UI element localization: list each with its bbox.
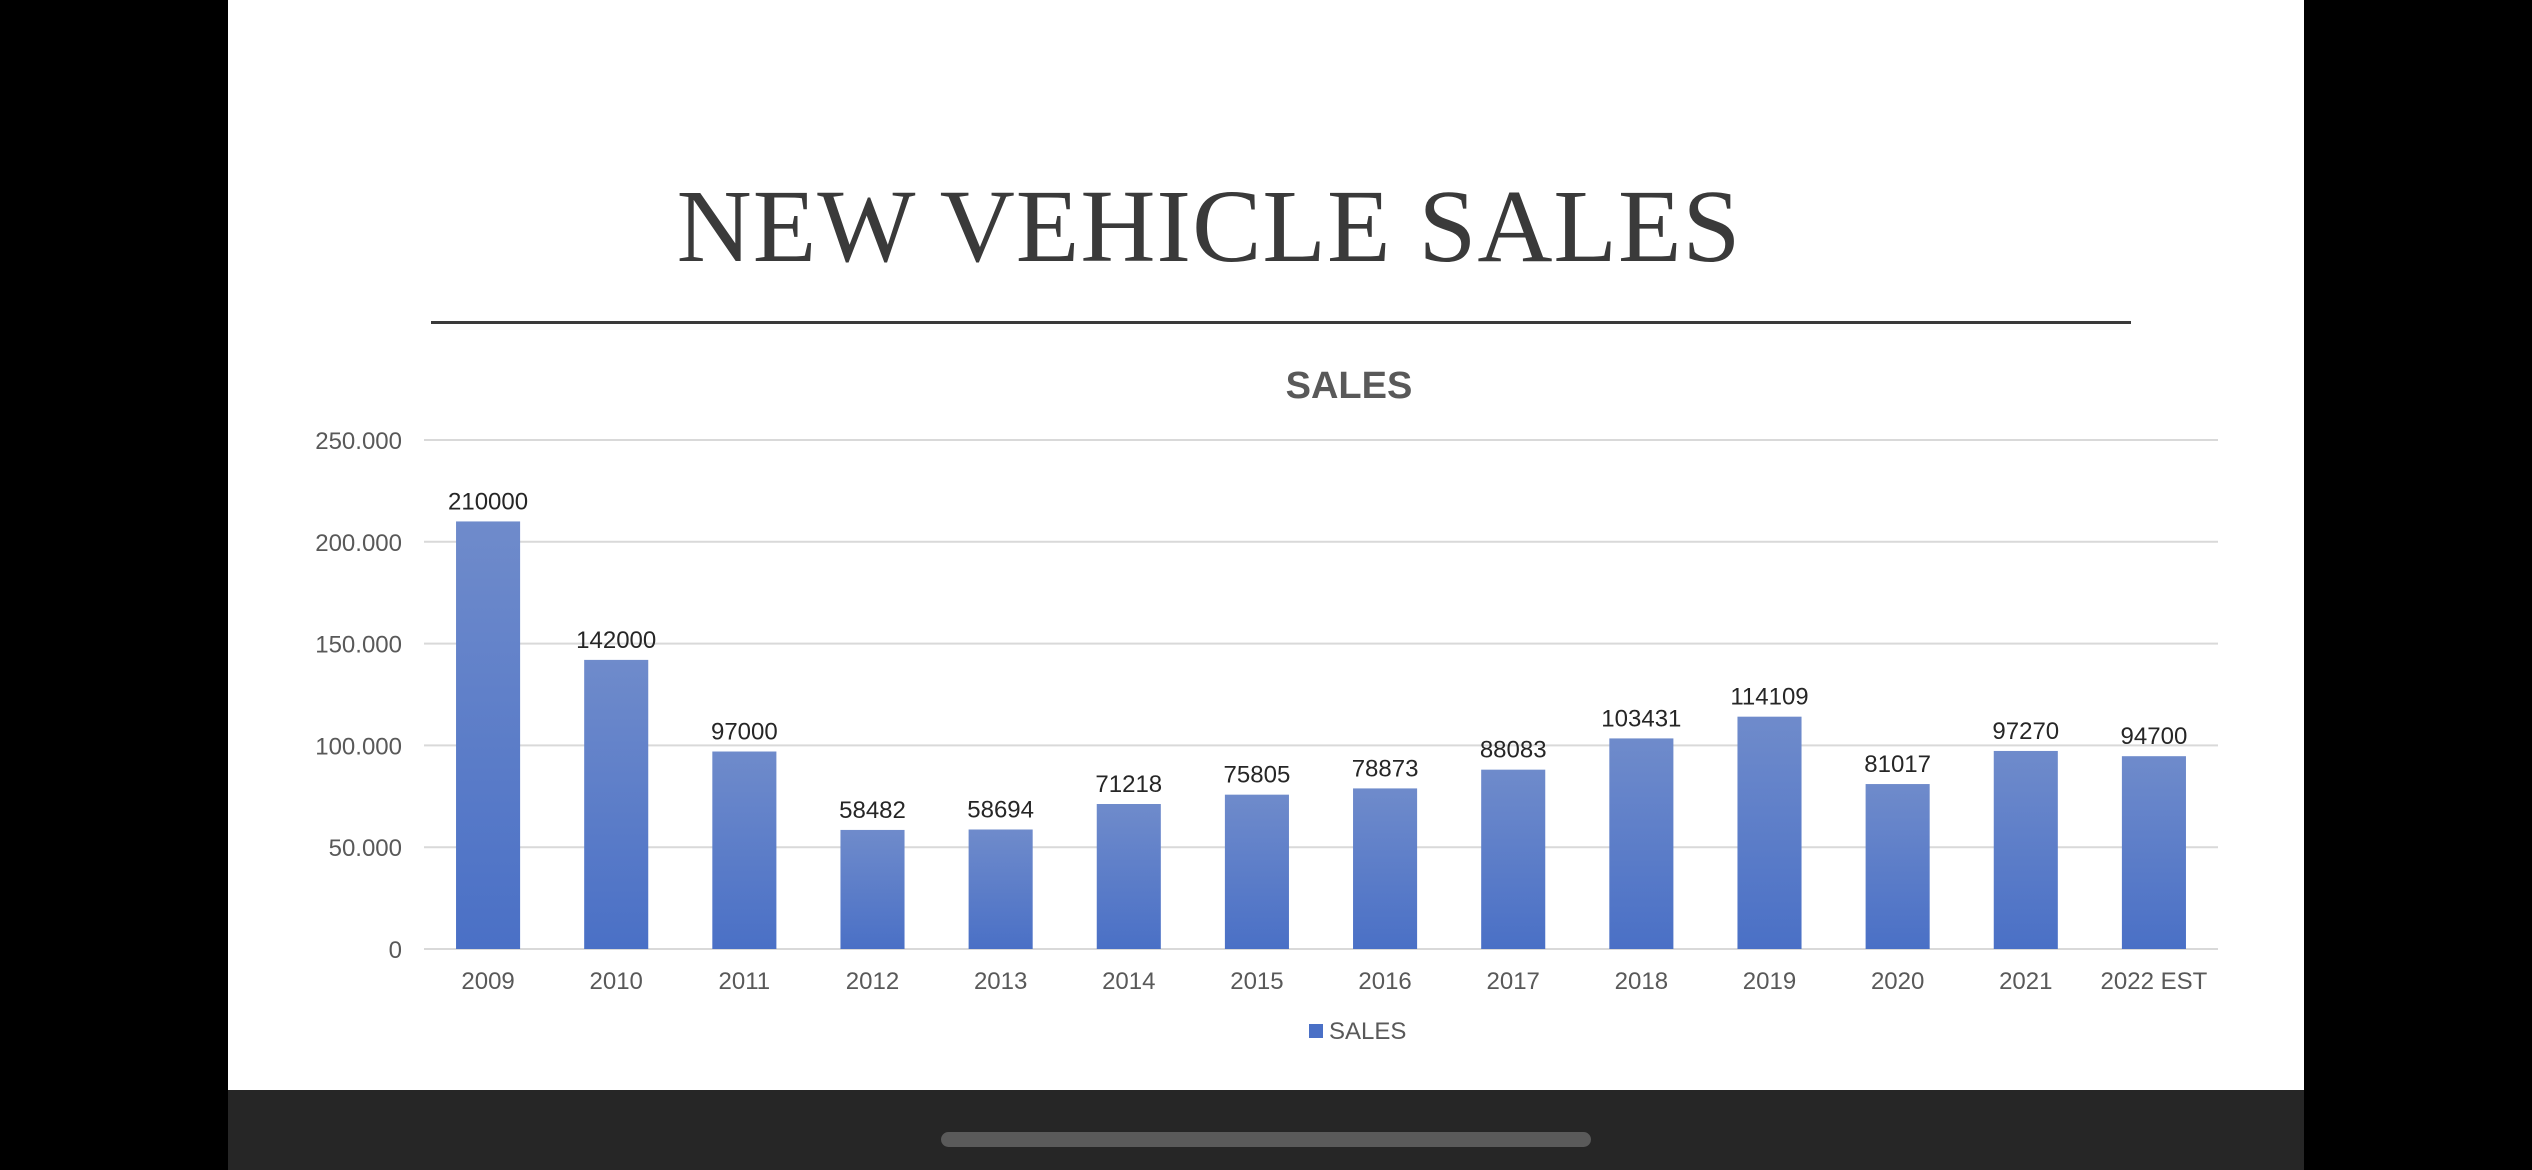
y-tick-label: 50.000 <box>329 835 402 862</box>
x-tick-label: 2022 EST <box>2101 968 2208 995</box>
x-tick-label: 2011 <box>719 968 771 995</box>
title-divider <box>431 321 2131 324</box>
y-tick-label: 0 <box>389 937 402 964</box>
x-tick-label: 2015 <box>1230 968 1283 995</box>
y-tick-label: 200.000 <box>315 530 402 557</box>
legend-label: SALES <box>1329 1018 1406 1045</box>
data-label: 58694 <box>967 796 1034 823</box>
y-tick-label: 150.000 <box>315 632 402 659</box>
x-tick-label: 2013 <box>974 968 1027 995</box>
y-tick-label: 250.000 <box>315 428 402 455</box>
bar <box>584 659 649 949</box>
slide-title: NEW VEHICLE SALES <box>676 169 1742 284</box>
slide: NEW VEHICLE SALES SALES 0 50.000 100.000 150… <box>228 0 2304 1090</box>
data-label: 97270 <box>1992 718 2059 745</box>
data-label: 71218 <box>1095 771 1162 798</box>
bar <box>1353 788 1418 949</box>
x-tick-label: 2012 <box>846 968 899 995</box>
x-tick-label: 2014 <box>1102 968 1155 995</box>
bar <box>2121 756 2186 949</box>
data-label: 142000 <box>576 627 656 654</box>
home-indicator[interactable] <box>941 1132 1591 1147</box>
x-tick-label: 2016 <box>1358 968 1411 995</box>
chart-title: SALES <box>1286 365 1413 407</box>
bar <box>1481 769 1546 949</box>
bottom-bar <box>228 1090 2304 1170</box>
bar <box>1609 738 1674 949</box>
x-tick-label: 2017 <box>1487 968 1540 995</box>
x-tick-label: 2021 <box>1999 968 2052 995</box>
x-tick-label: 2019 <box>1743 968 1796 995</box>
y-tick-label: 100.000 <box>315 733 402 760</box>
data-label: 88083 <box>1480 737 1547 764</box>
bar <box>1865 784 1930 949</box>
data-label: 94700 <box>2121 723 2188 750</box>
bar <box>456 521 521 949</box>
bar <box>1993 750 2058 949</box>
bar <box>712 751 777 949</box>
legend-swatch <box>1309 1024 1323 1038</box>
bar <box>840 829 905 949</box>
data-label: 114109 <box>1730 684 1808 711</box>
data-label: 81017 <box>1864 751 1931 778</box>
data-label: 78873 <box>1352 755 1419 782</box>
data-label: 97000 <box>711 719 778 746</box>
bar <box>1096 804 1161 949</box>
x-tick-label: 2009 <box>461 968 514 995</box>
x-tick-label: 2010 <box>590 968 643 995</box>
data-label: 58482 <box>839 797 906 824</box>
data-label: 103431 <box>1601 705 1681 732</box>
data-label: 75805 <box>1224 762 1291 789</box>
bar <box>1737 716 1802 949</box>
bar <box>1224 794 1289 949</box>
data-label: 210000 <box>448 488 528 515</box>
bar <box>968 829 1033 949</box>
bar-chart: SALES 0 50.000 100.000 150.000 200.000 250.000… <box>315 365 2218 1045</box>
x-tick-label: 2018 <box>1615 968 1668 995</box>
x-tick-label: 2020 <box>1871 968 1924 995</box>
